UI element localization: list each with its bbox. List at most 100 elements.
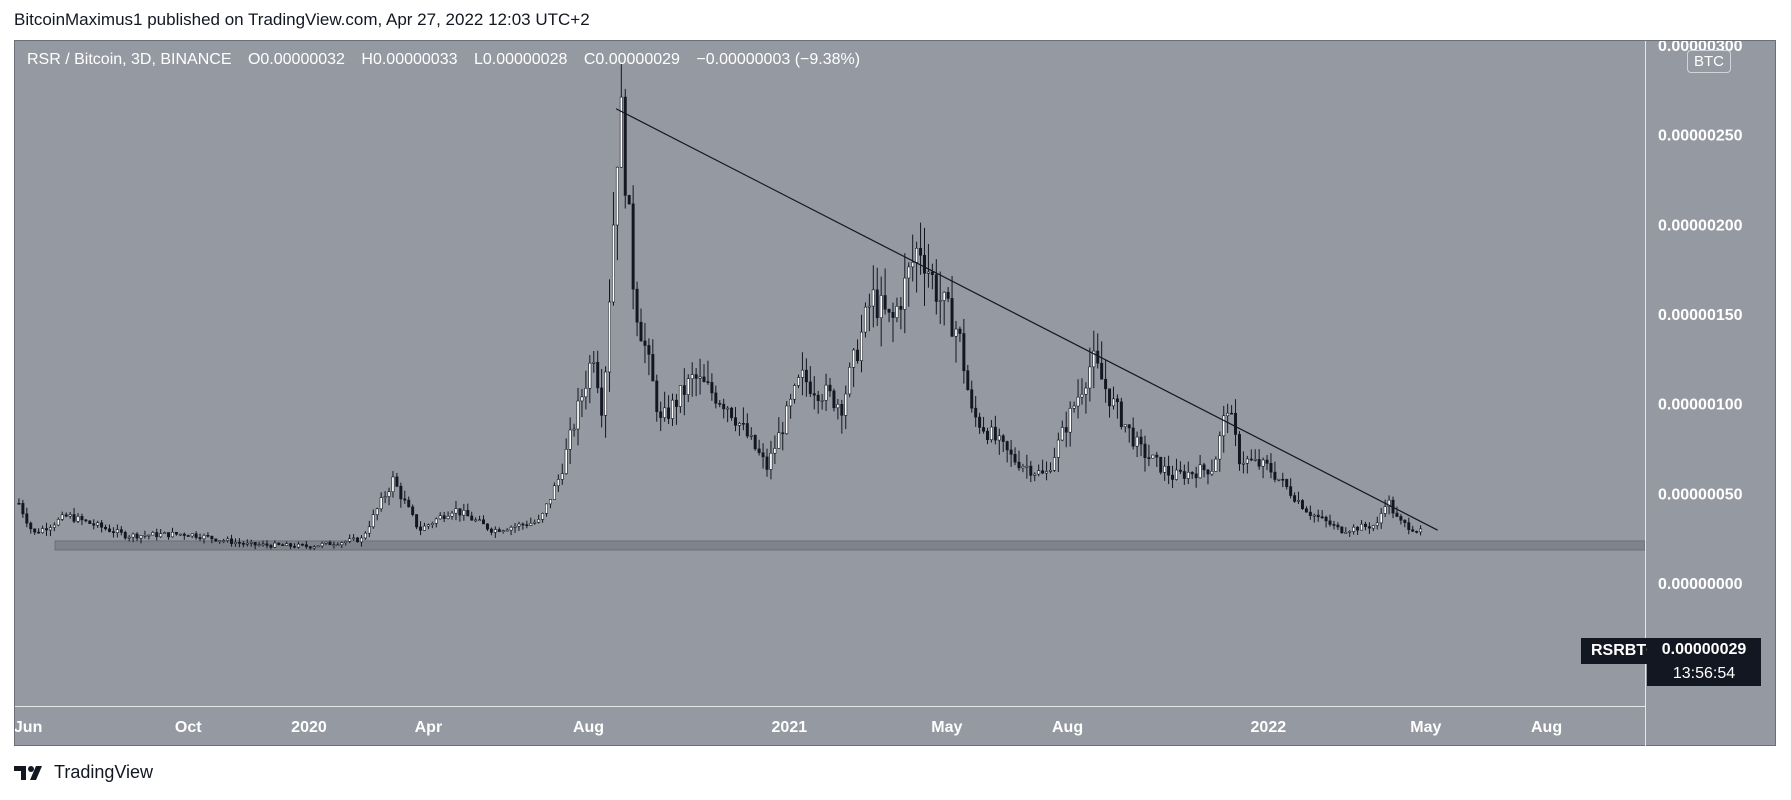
candle-body bbox=[1249, 458, 1253, 461]
candle-body bbox=[1131, 427, 1135, 447]
candle-body bbox=[56, 519, 60, 526]
candle-body bbox=[1403, 519, 1407, 523]
candle-body bbox=[407, 499, 411, 508]
candle-body bbox=[159, 533, 163, 538]
candle-body bbox=[454, 508, 458, 514]
candle-body bbox=[308, 546, 312, 549]
candle-body bbox=[1344, 532, 1348, 534]
candle-body bbox=[174, 531, 178, 535]
candle-body bbox=[1312, 514, 1316, 517]
candle-body bbox=[485, 523, 489, 530]
candle-body bbox=[828, 384, 832, 392]
candle-body bbox=[797, 377, 800, 386]
candle-body bbox=[328, 541, 332, 546]
candle-body bbox=[840, 403, 844, 416]
candle-body bbox=[296, 543, 300, 548]
candle-body bbox=[702, 376, 706, 382]
candle-body bbox=[556, 479, 560, 487]
candle-body bbox=[513, 525, 517, 528]
y-tick-label: 0.00000150 bbox=[1658, 307, 1743, 324]
candle-body bbox=[769, 452, 773, 470]
candle-body bbox=[674, 399, 678, 407]
candle-body bbox=[202, 534, 206, 540]
x-tick-label: May bbox=[931, 719, 962, 736]
candle-body bbox=[926, 271, 930, 274]
candle-body bbox=[1104, 378, 1108, 390]
candle-body bbox=[458, 508, 462, 516]
candle-body bbox=[793, 385, 797, 400]
candle-body bbox=[545, 503, 549, 514]
last-price-value: 0.00000029 bbox=[1661, 641, 1747, 658]
candle-body bbox=[879, 295, 883, 319]
currency-badge[interactable]: BTC bbox=[1687, 50, 1731, 73]
legend-close-value: 0.00000029 bbox=[595, 51, 680, 68]
candle-body bbox=[253, 542, 257, 546]
candle-body bbox=[580, 396, 584, 402]
descending-trendline[interactable] bbox=[615, 108, 1438, 531]
x-tick-label: 2022 bbox=[1251, 719, 1287, 736]
candle-body bbox=[997, 435, 1001, 441]
candle-body bbox=[155, 532, 159, 538]
candle-body bbox=[131, 533, 135, 538]
candle-body bbox=[832, 390, 836, 409]
candle-body bbox=[1072, 405, 1076, 409]
candle-body bbox=[21, 503, 25, 515]
candle-body bbox=[875, 289, 879, 319]
candle-body bbox=[312, 546, 316, 549]
y-tick-label: 0.00000000 bbox=[1658, 576, 1743, 593]
candle-body bbox=[1375, 522, 1379, 526]
candle-body bbox=[1297, 500, 1301, 502]
plot-area[interactable]: RSR / Bitcoin, 3D, BINANCE O0.00000032 H… bbox=[15, 41, 1646, 706]
candle-body bbox=[163, 532, 167, 534]
candle-body bbox=[474, 519, 478, 522]
candle-body bbox=[773, 448, 777, 454]
candle-body bbox=[383, 496, 387, 498]
candle-body bbox=[804, 369, 808, 383]
candle-body bbox=[958, 328, 962, 334]
candle-body bbox=[930, 271, 934, 275]
time-axis[interactable]: Jun Oct 2020 Apr Aug 2021 May Aug 2022 May Aug bbox=[14, 706, 1645, 747]
candle-body bbox=[856, 349, 860, 362]
legend-open-value: 0.00000032 bbox=[260, 51, 345, 68]
candle-body bbox=[521, 523, 525, 526]
candle-body bbox=[356, 537, 360, 543]
candle-body bbox=[1269, 463, 1273, 473]
candle-body bbox=[348, 538, 352, 542]
candle-body bbox=[1300, 500, 1304, 510]
price-axis[interactable]: 0.00000300 0.00000250 0.00000200 0.00000150… bbox=[1645, 38, 1777, 746]
candle-body bbox=[194, 533, 198, 538]
legend-low-value: 0.00000028 bbox=[482, 51, 568, 68]
candle-body bbox=[808, 381, 812, 394]
candle-body bbox=[887, 308, 891, 313]
candle-body bbox=[478, 519, 482, 522]
candle-body bbox=[584, 387, 588, 398]
candle-body bbox=[1371, 525, 1375, 529]
candle-body bbox=[395, 476, 399, 487]
candle-body bbox=[151, 532, 155, 536]
candle-body bbox=[446, 515, 450, 519]
candle-body bbox=[1222, 415, 1226, 437]
candle-body bbox=[852, 349, 856, 368]
candle-body bbox=[415, 514, 419, 528]
footer: TradingView bbox=[14, 762, 153, 783]
candles bbox=[17, 64, 1423, 551]
candle-body bbox=[45, 528, 48, 531]
candle-body bbox=[379, 497, 383, 510]
candle-body bbox=[816, 394, 820, 401]
candle-body bbox=[143, 535, 147, 537]
candle-body bbox=[178, 533, 182, 536]
candle-body bbox=[710, 382, 714, 394]
candle-body bbox=[147, 534, 151, 537]
candle-body bbox=[1052, 457, 1056, 471]
candle-body bbox=[1237, 434, 1241, 465]
candle-body bbox=[1214, 458, 1218, 472]
candle-body bbox=[344, 541, 348, 543]
candle-body bbox=[76, 516, 80, 522]
legend-high-label: H bbox=[361, 51, 373, 68]
candle-body bbox=[919, 247, 923, 256]
candle-body bbox=[1336, 524, 1340, 528]
candle-body bbox=[336, 544, 340, 547]
candle-body bbox=[722, 403, 726, 410]
candle-body bbox=[60, 514, 64, 520]
candle-body bbox=[352, 537, 356, 540]
